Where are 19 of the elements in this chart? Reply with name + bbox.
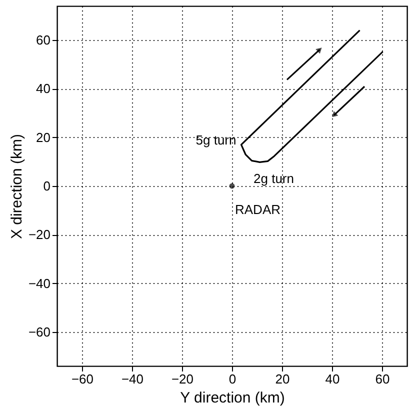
x-tick-label: −40 <box>121 372 144 386</box>
y-axis-title: X direction (km) <box>8 134 26 240</box>
annotation: 5g turn <box>196 132 236 148</box>
x-tick-label: 0 <box>228 372 236 386</box>
annotation: 2g turn <box>254 171 294 186</box>
x-axis-title: Y direction (km) <box>180 390 285 406</box>
x-tick-label: −20 <box>171 372 194 386</box>
annotation: RADAR <box>235 202 281 217</box>
x-tick-label: 40 <box>325 372 340 386</box>
x-tick-label: 60 <box>375 372 390 386</box>
y-tick-label: 60 <box>36 32 50 48</box>
y-tick-label: −60 <box>28 324 50 340</box>
x-tick-label: −60 <box>71 372 94 386</box>
x-tick-label: 20 <box>275 372 290 386</box>
y-tick-label: −40 <box>28 276 50 291</box>
y-tick-label: 0 <box>43 178 50 194</box>
y-tick-label: 40 <box>36 81 50 96</box>
y-tick-label: −20 <box>28 227 50 242</box>
y-tick-label: 20 <box>36 130 50 145</box>
